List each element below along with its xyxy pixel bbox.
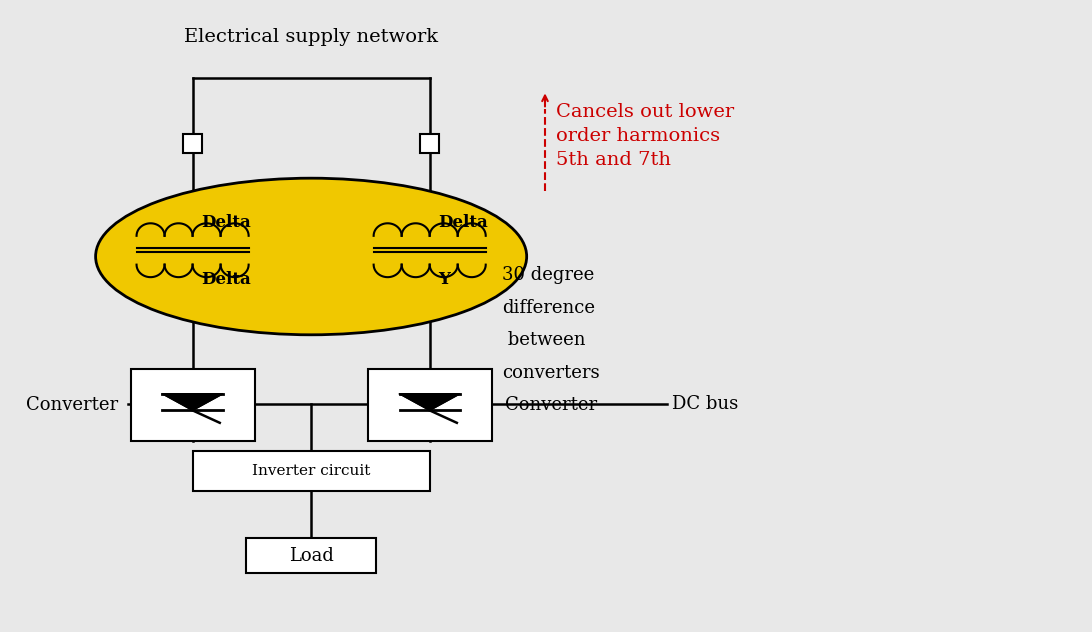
Bar — [192, 451, 429, 492]
Text: Converter: Converter — [505, 396, 596, 414]
Bar — [247, 538, 376, 573]
Text: Electrical supply network: Electrical supply network — [185, 28, 438, 46]
Bar — [368, 369, 491, 441]
Bar — [131, 369, 254, 441]
Text: 5th and 7th: 5th and 7th — [556, 151, 670, 169]
Text: DC bus: DC bus — [673, 395, 738, 413]
Bar — [420, 135, 439, 153]
Ellipse shape — [96, 178, 526, 335]
Text: converters: converters — [502, 364, 600, 382]
Polygon shape — [400, 394, 460, 410]
Text: Converter: Converter — [25, 396, 118, 414]
Polygon shape — [163, 394, 223, 410]
Text: Y: Y — [438, 271, 450, 288]
Text: Load: Load — [288, 547, 333, 564]
Text: Delta: Delta — [201, 214, 251, 231]
Text: between: between — [502, 331, 585, 349]
Text: Inverter circuit: Inverter circuit — [252, 464, 370, 478]
Text: Cancels out lower: Cancels out lower — [556, 104, 734, 121]
Text: 30 degree: 30 degree — [502, 266, 594, 284]
Text: difference: difference — [502, 299, 595, 317]
Text: Delta: Delta — [438, 214, 488, 231]
Text: Delta: Delta — [201, 271, 251, 288]
Bar — [182, 135, 202, 153]
Text: order harmonics: order harmonics — [556, 127, 720, 145]
